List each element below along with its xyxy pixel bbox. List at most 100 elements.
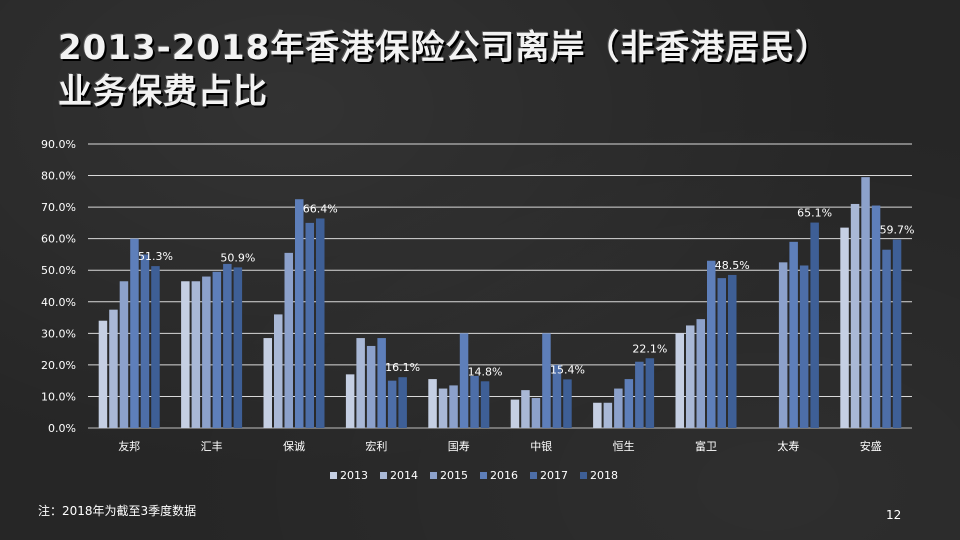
data-label: 48.5% — [715, 259, 750, 272]
bar — [552, 364, 562, 428]
bar — [449, 385, 458, 428]
bar — [428, 379, 437, 428]
legend-label: 2014 — [390, 469, 418, 482]
y-tick-label: 30.0% — [41, 327, 76, 340]
bar — [707, 260, 716, 428]
bar — [398, 377, 407, 428]
bar — [356, 338, 365, 428]
y-tick-label: 90.0% — [41, 138, 76, 151]
x-tick-label: 友邦 — [118, 439, 140, 453]
bar — [789, 241, 798, 428]
legend-swatch — [530, 472, 537, 479]
bar — [521, 390, 530, 428]
data-label: 65.1% — [797, 207, 832, 220]
x-tick-label: 恒生 — [613, 439, 635, 453]
bar — [799, 265, 809, 428]
bar — [603, 402, 613, 428]
bar — [728, 274, 737, 428]
x-tick-label: 富卫 — [695, 439, 717, 453]
bar — [202, 276, 211, 428]
x-tick-label: 汇丰 — [201, 440, 223, 453]
y-tick-label: 70.0% — [41, 201, 76, 214]
bar — [274, 314, 283, 428]
bar — [882, 249, 891, 428]
bar — [459, 333, 469, 428]
legend-swatch — [380, 472, 387, 479]
legend-swatch — [580, 472, 587, 479]
bar — [140, 254, 150, 428]
bar — [345, 374, 355, 428]
bar — [531, 398, 541, 428]
bar — [614, 388, 623, 428]
y-tick-label: 10.0% — [41, 390, 76, 403]
bar — [892, 239, 902, 428]
bar — [181, 281, 190, 428]
data-label: 59.7% — [880, 224, 915, 237]
data-label: 66.4% — [303, 202, 338, 215]
bar — [109, 309, 118, 428]
bar — [563, 379, 572, 428]
x-tick-label: 中银 — [530, 439, 552, 453]
x-tick-label: 国寿 — [448, 439, 470, 453]
bar — [675, 333, 684, 428]
bar — [191, 281, 201, 428]
bar — [233, 267, 243, 428]
legend-label: 2018 — [590, 469, 618, 482]
bar — [263, 338, 272, 428]
bar — [542, 333, 551, 428]
data-label: 50.9% — [220, 251, 255, 264]
bar — [635, 361, 644, 428]
bar — [861, 177, 870, 428]
bar — [593, 402, 602, 428]
y-tick-label: 50.0% — [41, 264, 76, 277]
data-label: 22.1% — [632, 342, 667, 355]
bar — [305, 222, 314, 428]
legend-label: 2015 — [440, 469, 468, 482]
bar — [696, 319, 705, 428]
slide-title: 2013-2018年香港保险公司离岸（非香港居民） 业务保费占比 — [58, 26, 918, 114]
bar — [119, 281, 129, 428]
title-line-2: 业务保费占比 — [58, 72, 268, 112]
bar — [212, 271, 222, 428]
bar — [366, 345, 376, 428]
data-label: 51.3% — [138, 250, 173, 263]
data-label: 15.4% — [550, 363, 585, 376]
y-tick-label: 0.0% — [48, 422, 76, 435]
bar — [98, 320, 108, 428]
page-number: 12 — [886, 508, 902, 522]
legend-swatch — [480, 472, 487, 479]
data-label: 14.8% — [468, 365, 503, 378]
data-label: 16.1% — [385, 361, 420, 374]
y-tick-label: 40.0% — [41, 296, 76, 309]
legend-label: 2013 — [340, 469, 368, 482]
bar — [840, 227, 849, 428]
y-tick-label: 20.0% — [41, 359, 76, 372]
bar — [810, 222, 819, 428]
bar — [130, 238, 139, 428]
bar — [151, 266, 160, 428]
bar — [624, 379, 634, 428]
y-tick-label: 60.0% — [41, 233, 76, 246]
bar — [223, 263, 232, 428]
bar — [387, 380, 397, 428]
bar — [510, 399, 520, 428]
bar — [470, 375, 479, 428]
bar — [316, 218, 325, 428]
legend-swatch — [430, 472, 437, 479]
bar — [778, 262, 788, 428]
x-tick-label: 宏利 — [365, 439, 387, 453]
bar — [480, 381, 490, 428]
bar — [717, 278, 726, 428]
bar — [295, 199, 304, 428]
legend-label: 2017 — [540, 469, 568, 482]
bar — [377, 338, 386, 428]
legend-label: 2016 — [490, 469, 518, 482]
bar — [850, 203, 860, 428]
bar — [284, 252, 293, 428]
bar — [686, 325, 695, 428]
footnote: 注：2018年为截至3季度数据 — [38, 504, 197, 518]
x-tick-label: 安盛 — [860, 439, 882, 453]
y-tick-label: 80.0% — [41, 170, 76, 183]
title-line-1: 2013-2018年香港保险公司离岸（非香港居民） — [58, 28, 831, 68]
